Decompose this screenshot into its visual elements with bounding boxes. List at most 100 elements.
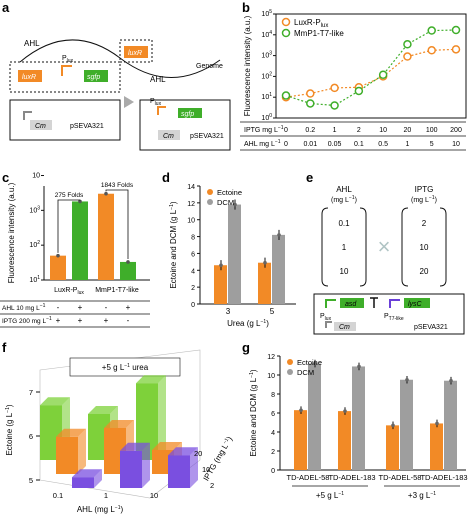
- luxr-label: luxR: [22, 74, 36, 81]
- d-x-axis-label: Urea (g L−1): [227, 319, 269, 328]
- b-data-point: [330, 83, 339, 93]
- plasmid-box-a1: [9, 99, 121, 141]
- b-table-cell: 200: [450, 127, 462, 134]
- f-title-box: [69, 357, 181, 377]
- d-x-tick-label: 5: [270, 307, 275, 316]
- f-bar-side: [94, 469, 102, 488]
- g-replicate-dot: [405, 377, 409, 382]
- g-bar: [308, 363, 321, 470]
- f-y-tick-label: 5: [29, 476, 33, 485]
- b-table-cell: 10: [379, 127, 387, 134]
- c-table-row-label: AHL 10 mg L−1: [2, 303, 46, 312]
- b-table-cell: 10: [452, 141, 460, 148]
- g-y-tick-label: 12: [267, 354, 275, 361]
- c-table-cell: -: [127, 316, 130, 325]
- c-fold-annotation-1: 275 Folds: [55, 192, 84, 199]
- g-bar: [294, 410, 307, 470]
- g-replicate-dot: [435, 421, 439, 426]
- d-replicate-dot: [233, 202, 237, 207]
- g-x-tick-label: TD-ADEL-58: [379, 473, 422, 482]
- panel-e-label: e: [306, 170, 313, 185]
- g-group-label: +3 g L−1: [408, 491, 436, 500]
- e-iptg-value-3: 20: [420, 267, 429, 276]
- g-y-tick-label: 4: [271, 430, 275, 437]
- c-table-row-label: IPTG 200 mg L−1: [2, 316, 52, 325]
- b-data-point: [378, 70, 388, 80]
- b-y-tick-label: 102: [261, 71, 272, 80]
- f-z-axis-label: IPTG (mg L−1): [202, 435, 235, 483]
- g-replicate-dot: [313, 361, 317, 366]
- g-legend-marker: [287, 369, 293, 375]
- b-data-point: [427, 26, 436, 35]
- d-bar: [214, 265, 227, 304]
- plux-label-a2: Plux: [150, 98, 162, 107]
- b-data-point: [330, 101, 339, 110]
- d-replicate-dot: [263, 260, 267, 265]
- e-ahl-value-1: 0.1: [338, 219, 350, 228]
- panel-f-label: f: [2, 340, 7, 355]
- b-data-point: [354, 86, 364, 96]
- b-data-point: [427, 46, 436, 55]
- f-z-tick-label: 2: [210, 481, 214, 490]
- luxr-gene: [18, 70, 42, 82]
- e-pt7-arrow: [389, 299, 400, 308]
- e-ahl-bracket-left: [321, 207, 329, 287]
- genome-label: Genome: [196, 63, 223, 70]
- f-bar-side: [142, 442, 150, 488]
- e-cm-label: Cm: [339, 324, 350, 331]
- b-legend-entry: MmP1-T7-like: [294, 29, 344, 38]
- g-legend-marker: [287, 359, 293, 365]
- plasmid-box-a2: [139, 99, 231, 151]
- g-y-tick-label: 10: [267, 373, 275, 380]
- sgfp-gene-a1: [84, 70, 108, 82]
- b-legend-marker: [281, 28, 291, 38]
- b-table-cell: 2: [357, 127, 361, 134]
- c-bar: [98, 193, 114, 280]
- b-table-cell: 0: [284, 141, 288, 148]
- b-plot-frame: [275, 13, 467, 119]
- d-y-axis-label: Ectoine and DCM (g L−1): [169, 201, 178, 288]
- f-bar-front: [168, 455, 190, 488]
- plux-promoter-arrow-a2: [157, 106, 166, 115]
- e-ahl-value-2: 1: [342, 243, 347, 252]
- f-bar-top: [72, 469, 102, 478]
- b-data-point: [306, 89, 315, 98]
- d-legend-entry: DCM: [217, 198, 234, 207]
- e-plasmid-label: pSEVA321: [414, 324, 448, 331]
- genome-insert-box: [9, 61, 121, 93]
- c-y-tick-label: 102: [29, 240, 40, 249]
- b-table-cell: 100: [426, 127, 438, 134]
- genome-luxr-box: [119, 39, 153, 63]
- e-cross-icon: ×: [378, 234, 391, 259]
- panel-b-label: b: [242, 0, 250, 15]
- ahl-label-a1: AHL: [24, 39, 40, 48]
- f-y-tick-label: 6: [29, 432, 33, 441]
- c-replicate-dot: [56, 253, 60, 258]
- panel-c-chart: c 101 102 103 10 Fluorescence intensity (a.u…: [0, 170, 150, 328]
- c-fold-bracket-1: [57, 199, 81, 253]
- d-y-tick-label: 8: [191, 235, 195, 242]
- b-data-point: [306, 99, 315, 108]
- b-y-tick-label: 101: [261, 92, 272, 101]
- c-y-tick-label: 103: [29, 205, 40, 214]
- e-plasmid-box: [313, 293, 465, 335]
- e-asd-gene: [340, 298, 364, 308]
- g-group-label: +5 g L−1: [316, 491, 344, 500]
- c-replicate-dot: [104, 191, 108, 196]
- c-table-cell: +: [126, 303, 131, 312]
- d-y-tick-label: 14: [187, 184, 195, 191]
- g-x-tick-label: TD-ADEL-58: [287, 473, 330, 482]
- b-table-cell: 5: [430, 141, 434, 148]
- cm-gene-a1: [30, 120, 52, 130]
- f-z-tick-label: 10: [202, 465, 210, 474]
- e-cm-gene: [334, 322, 356, 331]
- f-x-tick-label: 0.1: [53, 491, 63, 500]
- f-bar-front: [136, 383, 158, 460]
- f-bar-front: [72, 477, 94, 488]
- cm-label-a2: Cm: [163, 133, 174, 140]
- e-lysc-gene: [404, 298, 430, 308]
- c-replicate-dot: [126, 260, 130, 264]
- b-legend-entry: LuxR-Plux: [294, 18, 328, 29]
- b-data-point: [403, 52, 412, 61]
